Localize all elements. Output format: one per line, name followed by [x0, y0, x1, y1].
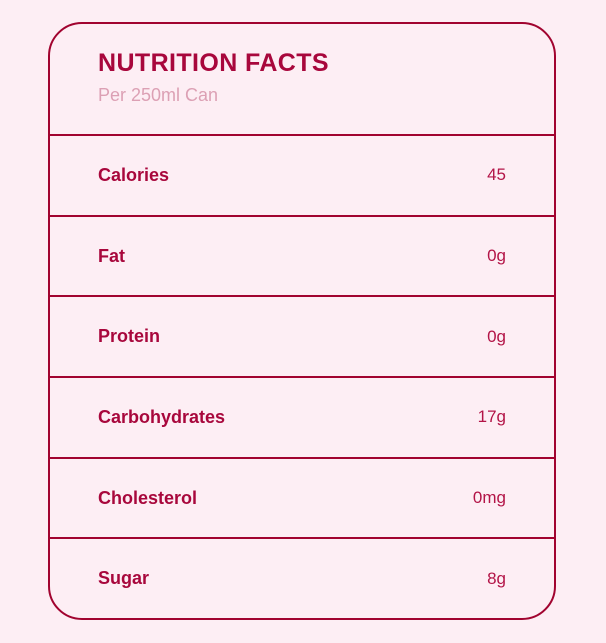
serving-size-subtitle: Per 250ml Can	[98, 84, 219, 105]
nutrient-label: Fat	[98, 245, 125, 266]
table-row: Protein 0g	[50, 297, 554, 379]
table-row: Calories 45	[50, 136, 554, 217]
nutrient-value: 0mg	[472, 488, 506, 508]
nutrient-label: Sugar	[98, 568, 150, 589]
nutrient-value: 0g	[487, 246, 506, 265]
nutrient-value: 8g	[487, 568, 506, 588]
table-row: Cholesterol 0mg	[50, 459, 554, 540]
nutrient-value: 17g	[477, 407, 506, 427]
table-row: Carbohydrates 17g	[50, 378, 554, 459]
nutrient-value: 0g	[487, 326, 506, 346]
table-row: Fat 0g	[50, 217, 554, 298]
table-row: Sugar 8g	[50, 539, 554, 618]
nutrient-label: Cholesterol	[98, 487, 198, 508]
nutrient-label: Protein	[98, 326, 161, 347]
nutrition-facts-card: NUTRITION FACTS Per 250ml Can Calories 4…	[48, 22, 556, 620]
card-header: NUTRITION FACTS Per 250ml Can	[50, 24, 554, 136]
nutrition-rows-list: Calories 45 Fat 0g Protein 0g Carbohydra…	[50, 136, 554, 618]
nutrient-value: 45	[487, 165, 506, 185]
page-title: NUTRITION FACTS	[98, 49, 329, 77]
nutrient-label: Calories	[98, 164, 170, 185]
nutrient-label: Carbohydrates	[98, 406, 226, 427]
